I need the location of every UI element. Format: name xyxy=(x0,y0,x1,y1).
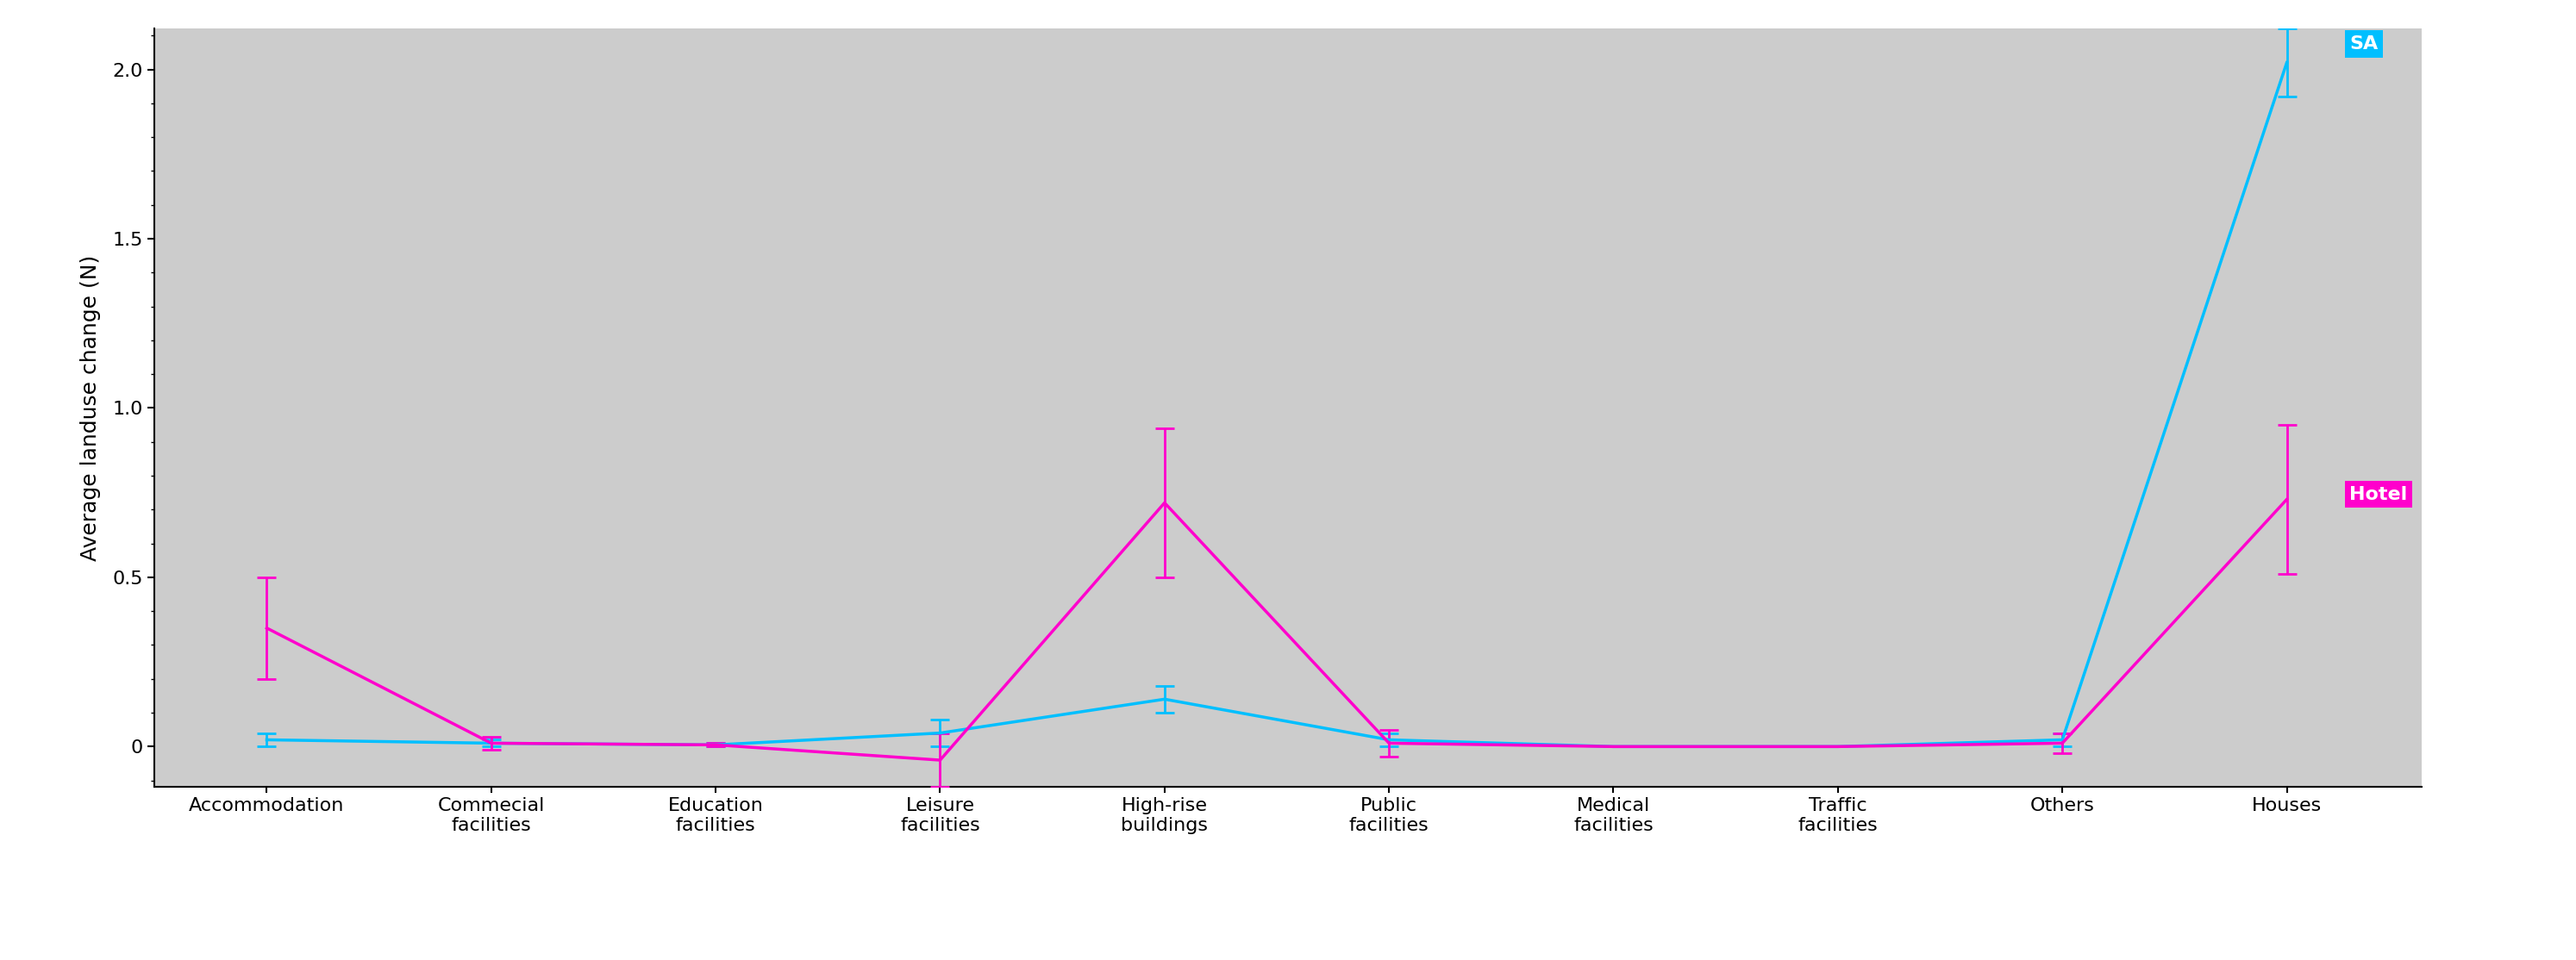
Text: Hotel: Hotel xyxy=(2349,486,2409,503)
Text: SA: SA xyxy=(2349,36,2378,53)
Y-axis label: Average landuse change (N): Average landuse change (N) xyxy=(80,255,100,561)
